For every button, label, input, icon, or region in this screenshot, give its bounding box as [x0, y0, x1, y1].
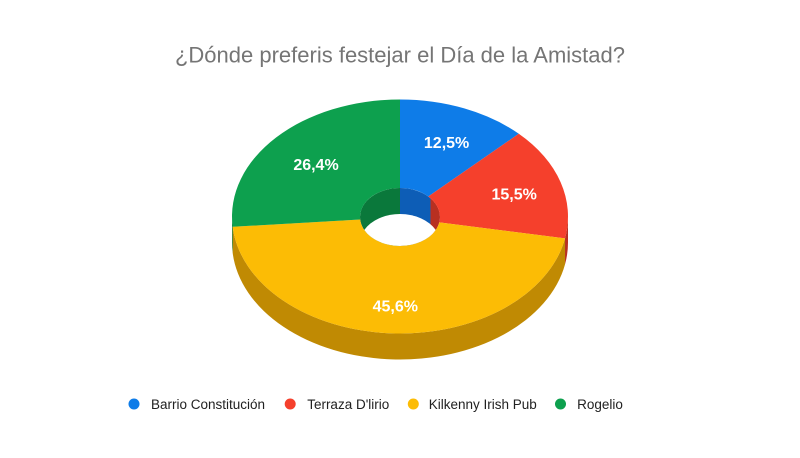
svg-text:¿Dónde preferis festejar el Dí: ¿Dónde preferis festejar el Día de la Am… [175, 43, 625, 68]
svg-text:Kilkenny Irish Pub: Kilkenny Irish Pub [429, 397, 537, 412]
svg-text:26,4%: 26,4% [293, 157, 338, 174]
svg-text:Rogelio: Rogelio [577, 397, 623, 412]
svg-text:45,6%: 45,6% [373, 299, 418, 316]
svg-text:Barrio Constitución: Barrio Constitución [151, 397, 265, 412]
svg-text:15,5%: 15,5% [492, 187, 537, 204]
svg-text:12,5%: 12,5% [424, 135, 469, 152]
svg-text:Terraza D'lirio: Terraza D'lirio [307, 397, 389, 412]
